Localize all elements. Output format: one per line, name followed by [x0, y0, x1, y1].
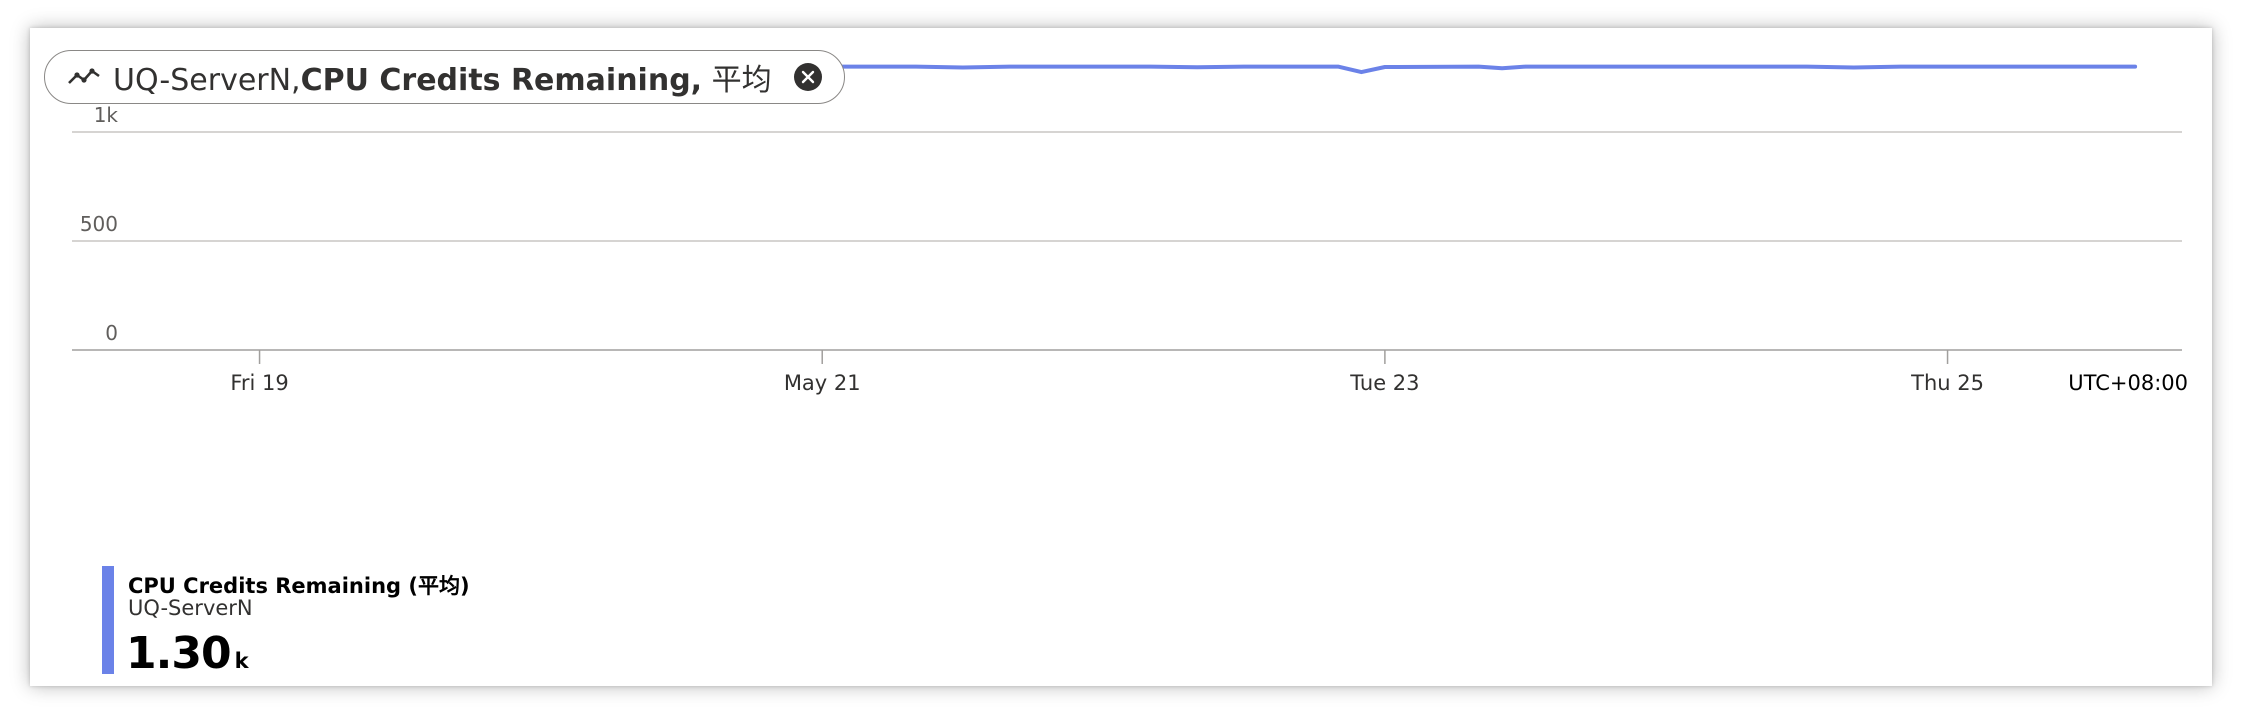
x-tick-label: Fri 19 [230, 371, 288, 395]
pill-metric: CPU Credits Remaining, [300, 63, 703, 98]
metric-pill-label: UQ-ServerN,CPU Credits Remaining, 平均 [113, 55, 772, 99]
chart-card: 0 500 1k Fri 19 May 21 Tue 23 Thu 25 UTC+08:00 … [30, 28, 2212, 686]
y-tick-label: 500 [80, 212, 118, 236]
timezone-label: UTC+08:00 [2068, 371, 2188, 395]
pill-resource: UQ-ServerN, [113, 63, 301, 98]
legend-color-bar [102, 566, 114, 674]
x-tick-label: Tue 23 [1349, 371, 1419, 395]
x-tick-label: May 21 [784, 371, 861, 395]
legend-value: 1.30 k [126, 628, 249, 679]
legend-metric-name: CPU Credits Remaining (平均) [128, 574, 470, 598]
legend-resource-name: UQ-ServerN [128, 596, 253, 620]
close-circle-icon[interactable] [793, 63, 822, 91]
metric-pill[interactable]: UQ-ServerN,CPU Credits Remaining, 平均 [44, 50, 845, 104]
x-tick-label: Thu 25 [1910, 371, 1984, 395]
pill-aggregation: 平均 [711, 63, 772, 98]
legend-value-unit: k [234, 649, 249, 673]
legend-value-number: 1.30 [126, 628, 232, 679]
y-tick-label: 0 [105, 321, 118, 345]
line-chart: 0 500 1k Fri 19 May 21 Tue 23 Thu 25 UTC+08:00 [72, 64, 2188, 395]
y-tick-label: 1k [94, 103, 119, 127]
line-chart-icon [67, 66, 101, 88]
